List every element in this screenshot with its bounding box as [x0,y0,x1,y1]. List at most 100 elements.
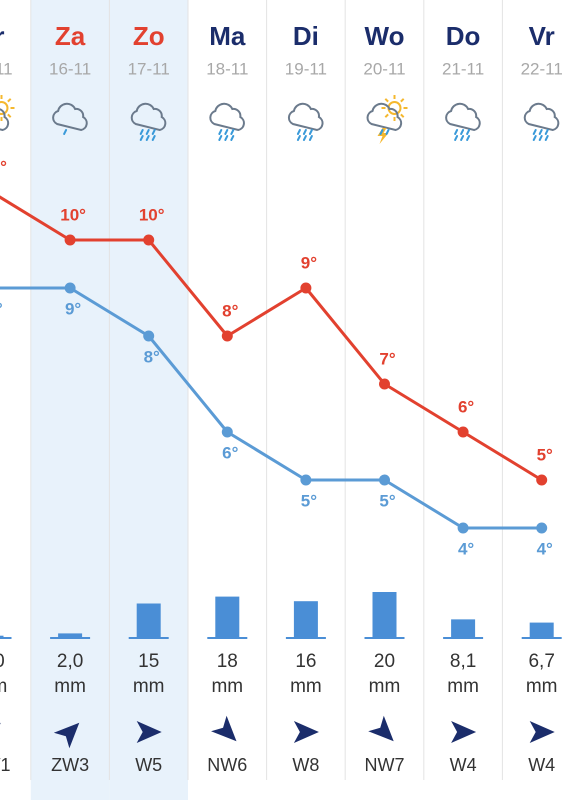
min-temp-line [0,286,542,530]
sun [0,101,9,115]
wind-arrow-shape [451,721,477,743]
rain-drop [532,129,537,135]
max-temp-label: 11° [0,157,7,176]
max-temp-line [0,195,543,482]
wind-label: ZW1 [0,755,11,775]
date: 18-11 [206,59,248,78]
date: 19-11 [285,59,327,78]
min-temp-label: 4° [458,539,474,558]
precip-bar [529,622,554,638]
precip-bar [451,619,476,638]
precip-value: 1,0 [0,651,5,672]
min-temp-label: 8° [144,347,160,366]
weather-icon [366,95,408,144]
min-temp-point [300,474,312,486]
cloud [0,108,10,132]
precip-unit: mm [447,676,479,697]
day-name: Ma [209,21,246,51]
sun-ray [400,98,405,103]
weekend-highlight [109,0,188,800]
rain-drop [230,129,235,135]
sun-ray [400,113,405,118]
rain-drop [460,135,465,141]
cloud [209,102,245,132]
precip-bar [136,603,161,638]
wind-arrow-shape [211,715,237,742]
rain-drop [466,129,471,135]
cloud [523,102,560,132]
wind-arrow-shape [293,721,319,743]
precip-unit: mm [211,676,243,697]
min-temp-label: 5° [379,491,395,510]
precip-unit: mm [133,676,165,697]
rain-drop [224,135,229,141]
rain-drop [460,129,465,135]
wind-label: NW6 [207,755,247,775]
precip-bar [58,633,83,638]
rain-drop [544,129,549,135]
min-temp-point [536,522,548,534]
min-temp-label: 5° [301,491,317,510]
wind-arrow-shape [53,722,80,749]
rain-drop [466,135,471,141]
min-temp-point [457,522,469,534]
date: 16-11 [49,59,91,78]
weekend-highlight [30,0,110,800]
rain-drop [538,129,543,135]
precip-bar [215,596,240,638]
weather-icon [445,102,481,141]
max-temp-point [536,474,548,486]
max-temp-point [300,282,312,294]
rain-drop [302,135,307,141]
rain-drop [532,135,537,141]
precip-value: 20 [374,651,395,672]
wind-arrow [136,721,162,743]
min-temp-label: 9° [0,299,3,318]
sun-ray [7,113,12,118]
precip-bar [0,635,4,638]
weather-icon [287,102,324,141]
precip-value: 16 [295,651,316,672]
date: 17-11 [128,59,170,78]
cloud [445,102,481,132]
rain-drop [145,135,150,141]
rain-drop [224,129,229,135]
rain-drop [218,129,223,135]
rain-drop [151,129,156,135]
rain-drop [145,129,150,135]
weather-icon [52,102,88,135]
rain-drop [308,135,313,141]
cloud [52,102,88,132]
precip-value: 8,1 [450,651,476,672]
sun-ray [384,113,389,118]
rain-drop [296,135,301,141]
min-temp-label: 6° [222,443,238,462]
weather-icon [523,102,560,141]
wind-arrow-shape [136,721,162,743]
wind-label: W4 [450,755,477,775]
rain-drop [308,129,313,135]
rain-drop [230,135,235,141]
max-temp-point [379,378,390,390]
min-temp-point [379,474,390,486]
day-name: Di [293,21,319,51]
day-name: Wo [365,21,405,51]
rain-drop [139,135,144,141]
cloud [366,102,403,132]
wind-label: W4 [528,755,555,775]
rain-drop [544,135,549,141]
date: 20-11 [363,59,405,78]
day-name: Za [55,21,86,51]
wind-arrow-shape [529,721,555,743]
wind-label: NW7 [365,755,405,775]
day-name: Do [446,21,481,51]
cloud [287,102,324,132]
wind-arrow [529,721,555,743]
max-temp-label: 8° [222,301,238,320]
rain-drop [151,135,156,141]
precip-value: 6,7 [528,651,554,672]
precip-bar [372,592,397,638]
rain-drop [454,135,459,141]
wind-arrow-shape [0,722,1,749]
